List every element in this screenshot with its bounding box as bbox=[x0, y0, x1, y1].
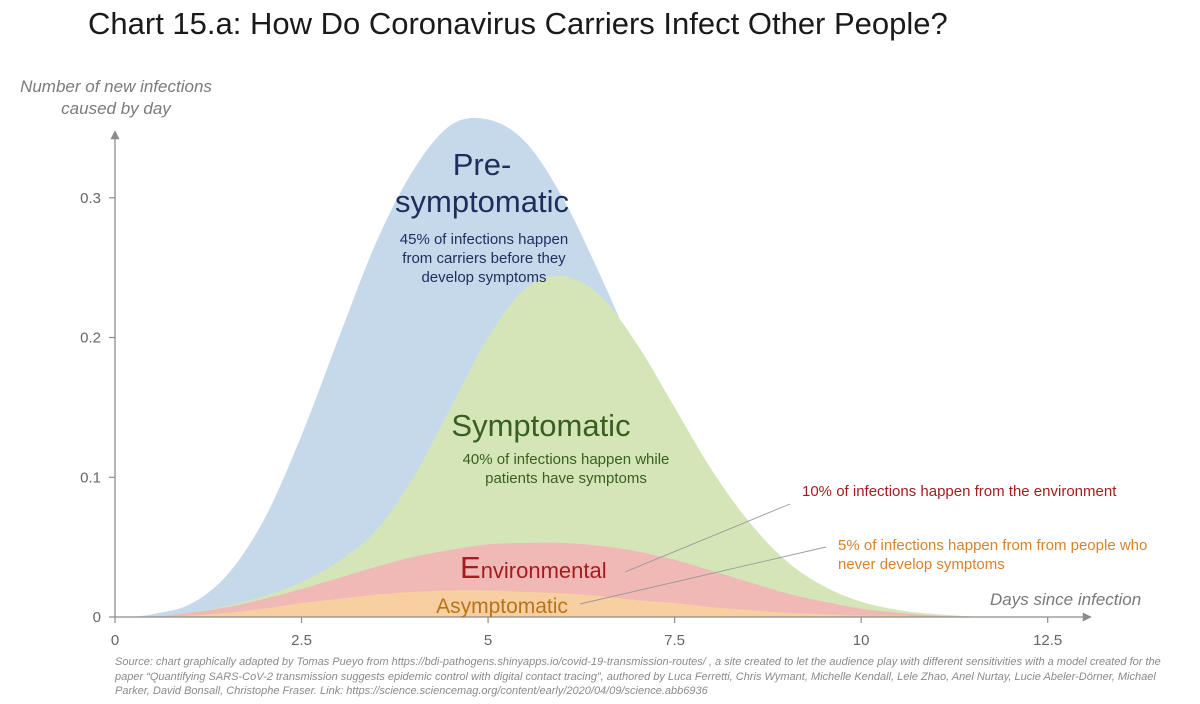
x-axis-label: Days since infection bbox=[990, 590, 1142, 609]
x-tick-label: 2.5 bbox=[291, 632, 312, 649]
y-tick-label: 0.2 bbox=[80, 330, 101, 347]
y-axis-label: Number of new infections caused by day bbox=[20, 77, 212, 118]
ticks: 0 2.5 5 7.5 10 12.5 0 0.1 0.2 0.3 bbox=[80, 190, 1062, 649]
x-tick-label: 12.5 bbox=[1033, 632, 1062, 649]
y-tick-label: 0.1 bbox=[80, 469, 101, 486]
series-areas bbox=[129, 117, 981, 618]
symptomatic-note: 40% of infections happen while patients h… bbox=[463, 451, 670, 487]
asymptomatic-area bbox=[129, 590, 981, 618]
x-tick-label: 0 bbox=[111, 632, 119, 649]
x-tick-label: 7.5 bbox=[664, 632, 685, 649]
environmental-note: 10% of infections happen from the enviro… bbox=[802, 483, 1117, 500]
environmental-label: Environmental bbox=[460, 550, 607, 585]
presymptomatic-note: 45% of infections happen from carriers be… bbox=[400, 231, 568, 286]
symptomatic-label: Symptomatic bbox=[451, 408, 630, 443]
x-tick-label: 5 bbox=[484, 632, 492, 649]
annotations: Pre-symptomatic 45% of infections happen f… bbox=[395, 147, 1147, 618]
axes bbox=[110, 130, 1092, 622]
asymptomatic-note: 5% of infections happen from from people… bbox=[838, 537, 1147, 573]
y-tick-label: 0.3 bbox=[80, 190, 101, 207]
environmental-leader-line bbox=[624, 503, 791, 573]
asymptomatic-leader-line bbox=[579, 546, 827, 605]
source-note: Source: chart graphically adapted by Tom… bbox=[115, 656, 1161, 697]
y-tick-label: 0 bbox=[93, 609, 101, 626]
asymptomatic-label: Asymptomatic bbox=[436, 595, 568, 618]
symptomatic-area bbox=[129, 275, 981, 618]
chart-title: Chart 15.a: How Do Coronavirus Carriers … bbox=[88, 6, 948, 41]
x-tick-label: 10 bbox=[853, 632, 870, 649]
presymptomatic-label: Pre-symptomatic bbox=[395, 147, 569, 219]
